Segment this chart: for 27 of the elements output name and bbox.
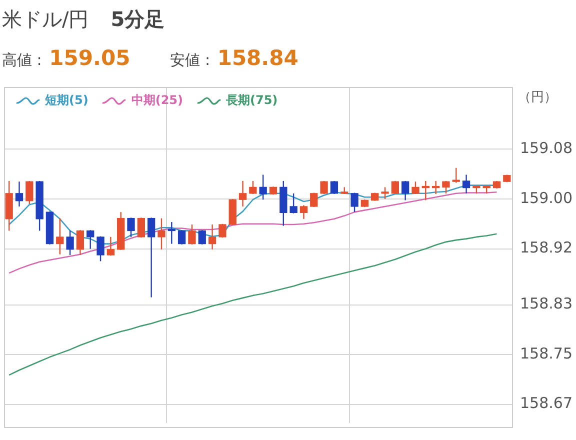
- y-tick-label: 158.92: [520, 238, 572, 257]
- candlestick: [290, 192, 298, 214]
- candlestick: [66, 230, 74, 256]
- candlestick: [350, 192, 358, 213]
- candlestick: [188, 224, 196, 246]
- candlestick: [452, 167, 460, 184]
- candlestick: [158, 218, 166, 250]
- text: 高値 : 159.05: [2, 46, 130, 70]
- y-tick-label: 158.67: [520, 394, 572, 412]
- y-axis-title: （円）: [518, 89, 557, 106]
- y-tick-label: 159.00: [520, 188, 572, 207]
- candlestick: [218, 223, 226, 238]
- candlestick: [178, 230, 186, 246]
- y-tick-label: 158.75: [520, 344, 572, 362]
- candlestick: [320, 180, 328, 195]
- legend-label: 中期(25): [131, 92, 183, 109]
- text: 安値 : 158.84: [170, 46, 298, 70]
- candlestick: [127, 217, 135, 238]
- candlestick: [442, 180, 450, 194]
- legend-label: 短期(5): [45, 92, 88, 109]
- chart-title: 米ドル/円 5分足: [2, 7, 165, 31]
- candlestick: [36, 180, 44, 232]
- y-tick-label: 159.08: [520, 139, 572, 158]
- legend-label: 長期(75): [226, 92, 278, 109]
- candlestick: [198, 230, 206, 246]
- candlestick: [96, 236, 104, 262]
- y-tick-label: 158.83: [520, 294, 572, 313]
